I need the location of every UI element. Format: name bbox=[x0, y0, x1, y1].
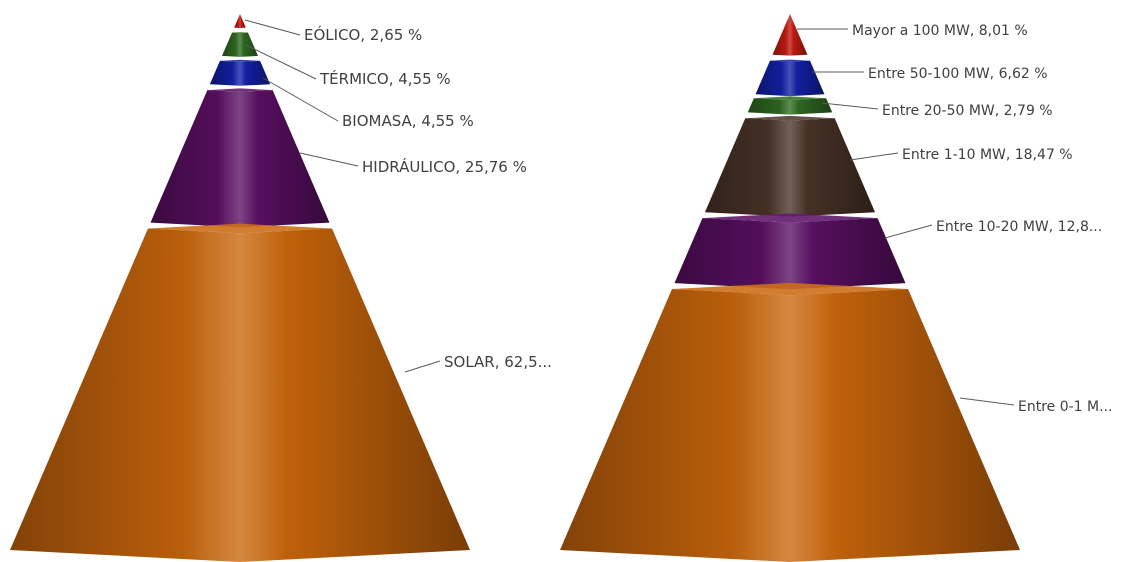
pyramid-face-top bbox=[219, 59, 261, 62]
leader-line bbox=[849, 152, 899, 161]
pyramid-segment-hidraulico[interactable] bbox=[150, 88, 330, 228]
pyramid-face-top bbox=[232, 32, 248, 33]
pyramid-face-top bbox=[702, 213, 878, 223]
pyramid-face-left bbox=[150, 90, 240, 228]
pyramid-segment-entre-0-1-mw[interactable] bbox=[560, 282, 1020, 562]
data-label-eolico: EÓLICO, 2,65 % bbox=[304, 25, 422, 44]
pyramid-face-top bbox=[671, 282, 909, 296]
pyramid-segment-entre-50-100-mw[interactable] bbox=[755, 59, 825, 97]
pyramid-face-left bbox=[674, 218, 790, 290]
pyramid-chart-energy-source: EÓLICO, 2,65 % TÉRMICO, 4,55 % BIOMASA, 4,… bbox=[10, 14, 552, 562]
pyramid-face-left bbox=[209, 60, 240, 86]
pyramid-segment-mayor-a-100-mw[interactable] bbox=[772, 14, 808, 56]
pyramid-face-top bbox=[745, 115, 835, 121]
pyramid-face-right bbox=[790, 98, 833, 115]
pyramid-face-right bbox=[790, 289, 1020, 562]
data-label-entre-10-20-mw: Entre 10-20 MW, 12,8... bbox=[936, 219, 1102, 235]
pyramid-segment-entre-20-50-mw[interactable] bbox=[747, 96, 833, 115]
pyramid-face-right bbox=[790, 14, 808, 56]
pyramid-face-right bbox=[790, 218, 906, 290]
pyramid-segment-entre-1-10-mw[interactable] bbox=[704, 115, 876, 217]
pyramid-segment-entre-10-20-mw[interactable] bbox=[674, 213, 906, 290]
pyramid-face-left bbox=[747, 98, 790, 115]
pyramid-face-right bbox=[240, 14, 246, 28]
pyramid-face-top bbox=[147, 223, 333, 234]
pyramid-segment-eolico[interactable] bbox=[234, 14, 246, 28]
pyramid-face-left bbox=[234, 14, 240, 28]
pyramid-face-top bbox=[769, 59, 811, 62]
leader-line bbox=[244, 19, 301, 36]
data-label-entre-0-1-mw: Entre 0-1 M... bbox=[1018, 399, 1112, 415]
pyramid-segment-termico[interactable] bbox=[222, 32, 258, 57]
pyramid-face-right bbox=[240, 32, 258, 57]
leader-line bbox=[299, 152, 359, 167]
pyramid-face-right bbox=[240, 90, 330, 228]
data-label-mayor-a-100-mw: Mayor a 100 MW, 8,01 % bbox=[852, 23, 1028, 39]
pyramid-segment-solar[interactable] bbox=[10, 223, 470, 562]
data-label-entre-20-50-mw: Entre 20-50 MW, 2,79 % bbox=[882, 103, 1053, 119]
leader-line bbox=[884, 224, 933, 239]
data-label-solar: SOLAR, 62,5... bbox=[444, 353, 552, 371]
pyramid-face-right bbox=[790, 118, 876, 217]
leader-line bbox=[959, 397, 1015, 406]
leader-line bbox=[262, 77, 339, 122]
pyramid-face-right bbox=[240, 228, 470, 562]
pyramid-segment-biomasa[interactable] bbox=[209, 59, 271, 86]
pyramid-face-left bbox=[222, 32, 240, 57]
leader-line bbox=[245, 44, 317, 80]
pyramid-face-top bbox=[753, 96, 827, 101]
data-label-entre-50-100-mw: Entre 50-100 MW, 6,62 % bbox=[868, 66, 1048, 82]
pyramid-face-left bbox=[560, 289, 790, 562]
pyramid-face-top bbox=[207, 88, 273, 92]
pyramid-face-left bbox=[704, 118, 790, 217]
data-label-termico: TÉRMICO, 4,55 % bbox=[319, 69, 451, 88]
leader-line bbox=[404, 360, 441, 373]
data-label-entre-1-10-mw: Entre 1-10 MW, 18,47 % bbox=[902, 147, 1073, 163]
pyramid-face-right bbox=[240, 60, 271, 86]
pyramid-face-right bbox=[790, 60, 825, 97]
pyramid-face-left bbox=[772, 14, 790, 56]
pyramid-chart-capacity-range: Mayor a 100 MW, 8,01 % Entre 50-100 MW, 6… bbox=[560, 14, 1112, 562]
data-label-hidraulico: HIDRÁULICO, 25,76 % bbox=[362, 157, 527, 176]
data-label-biomasa: BIOMASA, 4,55 % bbox=[342, 112, 474, 130]
leader-line bbox=[821, 102, 879, 110]
pyramid-face-left bbox=[10, 228, 240, 562]
pyramid-face-left bbox=[755, 60, 790, 97]
